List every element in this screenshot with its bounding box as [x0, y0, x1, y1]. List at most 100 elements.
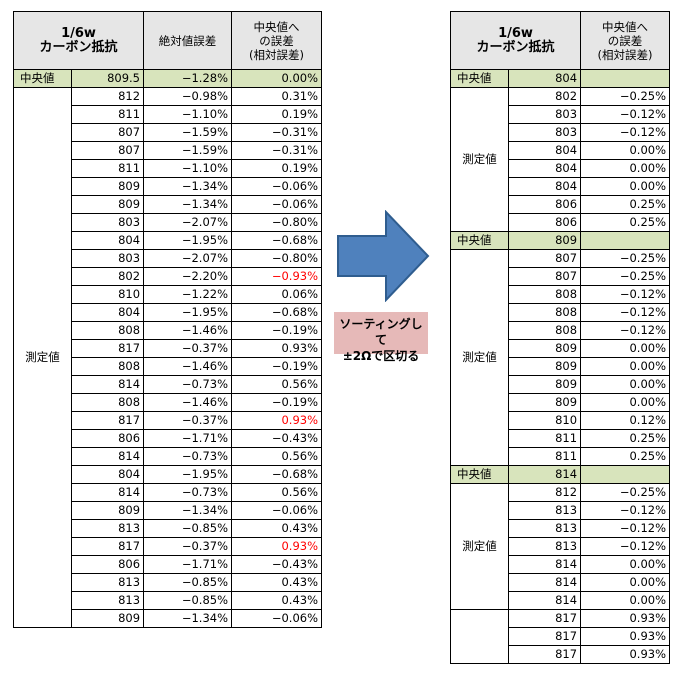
abs-error-header: 絶対値誤差: [143, 11, 233, 70]
sorted-rel-error: −0.25%: [580, 249, 671, 268]
table-row: 809 0.00%: [451, 339, 671, 358]
sorted-rel-error: 0.00%: [580, 357, 671, 376]
sorted-value: 817: [507, 627, 582, 646]
table-row: 807 −1.59% −0.31%: [14, 123, 323, 142]
sorted-rel-error: 0.00%: [580, 141, 671, 160]
abs-error-value: −1.34%: [143, 195, 233, 214]
group-center-empty: [580, 465, 671, 484]
rel-error-value: 0.56%: [231, 375, 323, 394]
right-rel-header-line3: (相対誤差): [597, 47, 653, 62]
sorted-value: 809: [507, 375, 582, 394]
sorted-value: 808: [507, 285, 582, 304]
group-center-row: 中央値 804: [450, 69, 671, 88]
measured-value: 809: [70, 195, 145, 214]
rel-error-value: −0.19%: [231, 357, 323, 376]
table-row: 814 0.00%: [451, 555, 671, 574]
right-rel-header-line1: 中央値へ: [602, 19, 649, 34]
rel-error-value: −0.06%: [231, 609, 323, 628]
sorted-value: 803: [507, 105, 582, 124]
measured-value: 809: [70, 177, 145, 196]
table-row: 809 −1.34% −0.06%: [14, 177, 323, 196]
abs-error-value: −1.59%: [143, 123, 233, 142]
abs-error-value: −1.46%: [143, 357, 233, 376]
table-row: 806 −1.71% −0.43%: [14, 429, 323, 448]
left-resistance-table: 1/6w カーボン抵抗 絶対値誤差 中央値へ の誤差 (相対誤差) 中央値 80…: [12, 11, 323, 628]
table-row: 測定値 807 −0.25%: [450, 249, 671, 466]
measured-value: 808: [70, 393, 145, 412]
measured-value: 817: [70, 411, 145, 430]
left-title-line2: カーボン抵抗: [39, 39, 118, 55]
table-row: 808 −1.46% −0.19%: [14, 357, 323, 376]
measured-value: 812: [70, 87, 145, 106]
group-center-label: 中央値: [450, 231, 509, 250]
abs-error-value: −0.73%: [143, 483, 233, 502]
measured-value: 814: [70, 483, 145, 502]
rel-error-value: 0.43%: [231, 519, 323, 538]
measured-value: 806: [70, 555, 145, 574]
center-label: 中央値: [13, 69, 72, 88]
sorted-value: 814: [507, 591, 582, 610]
sorted-rel-error: 0.93%: [580, 645, 671, 664]
sorted-rel-error: −0.25%: [580, 87, 671, 106]
table-row: 811 −1.10% 0.19%: [14, 159, 323, 178]
sorted-value: 806: [507, 195, 582, 214]
rel-header-line1: 中央値へ: [253, 19, 300, 34]
group-center-row: 中央値 814: [450, 465, 671, 484]
rel-error-value: −0.43%: [231, 555, 323, 574]
abs-error-value: −0.37%: [143, 339, 233, 358]
rel-error-value: −0.06%: [231, 501, 323, 520]
rel-error-value: −0.68%: [231, 303, 323, 322]
group-measured-label: [450, 609, 509, 664]
measured-value: 811: [70, 159, 145, 178]
abs-error-value: −0.98%: [143, 87, 233, 106]
table-row: 測定値 802 −0.25%: [450, 87, 671, 232]
table-row: 809 0.00%: [451, 357, 671, 376]
sorted-value: 814: [507, 555, 582, 574]
table-row: 809 0.00%: [451, 375, 671, 394]
sorted-rel-error: −0.12%: [580, 285, 671, 304]
abs-error-value: −0.85%: [143, 591, 233, 610]
sorted-value: 810: [507, 411, 582, 430]
left-rel-error-header: 中央値へ の誤差 (相対誤差): [231, 11, 323, 70]
sorted-value: 811: [507, 447, 582, 466]
measured-value: 813: [70, 519, 145, 538]
measured-value: 807: [70, 123, 145, 142]
sorted-value: 802: [507, 87, 582, 106]
rel-error-value: −0.43%: [231, 429, 323, 448]
abs-error-value: −1.34%: [143, 177, 233, 196]
sorted-rel-error: 0.00%: [580, 393, 671, 412]
center-value: 809.5: [70, 69, 145, 88]
table-row: 803 −2.07% −0.80%: [14, 249, 323, 268]
left-center-row: 中央値 809.5 −1.28% 0.00%: [13, 69, 323, 88]
table-row: 測定値 812 −0.98% 0.31%: [13, 87, 323, 628]
rel-error-value: 0.19%: [231, 105, 323, 124]
table-row: 804 −1.95% −0.68%: [14, 231, 323, 250]
rel-header-line2: の誤差: [259, 33, 294, 48]
table-row: 809 −1.34% −0.06%: [14, 195, 323, 214]
group-measured-label: 測定値: [450, 483, 509, 610]
sorted-value: 817: [507, 609, 582, 628]
measured-value: 817: [70, 339, 145, 358]
rel-error-value: 0.31%: [231, 87, 323, 106]
sorted-rel-error: 0.00%: [580, 159, 671, 178]
rel-error-value: 0.43%: [231, 591, 323, 610]
table-row: 804 0.00%: [451, 141, 671, 160]
table-row: 817 0.93%: [450, 609, 671, 664]
abs-error-value: −1.71%: [143, 555, 233, 574]
sorted-rel-error: −0.25%: [580, 267, 671, 286]
table-row: 813 −0.12%: [451, 519, 671, 538]
left-title-line1: 1/6w: [61, 25, 96, 41]
sorted-rel-error: −0.12%: [580, 105, 671, 124]
right-rel-header-line2: の誤差: [607, 33, 643, 48]
abs-error-value: −2.07%: [143, 213, 233, 232]
left-title-header: 1/6w カーボン抵抗: [12, 11, 145, 70]
sorted-rel-error: 0.00%: [580, 555, 671, 574]
measured-value: 806: [70, 429, 145, 448]
abs-error-value: −1.71%: [143, 429, 233, 448]
rel-error-value: −0.93%: [231, 267, 323, 286]
sorted-rel-error: −0.12%: [580, 519, 671, 538]
measured-value: 811: [70, 105, 145, 124]
rel-error-value: 0.06%: [231, 285, 323, 304]
right-title-line1: 1/6w: [498, 25, 533, 41]
measured-value: 813: [70, 573, 145, 592]
